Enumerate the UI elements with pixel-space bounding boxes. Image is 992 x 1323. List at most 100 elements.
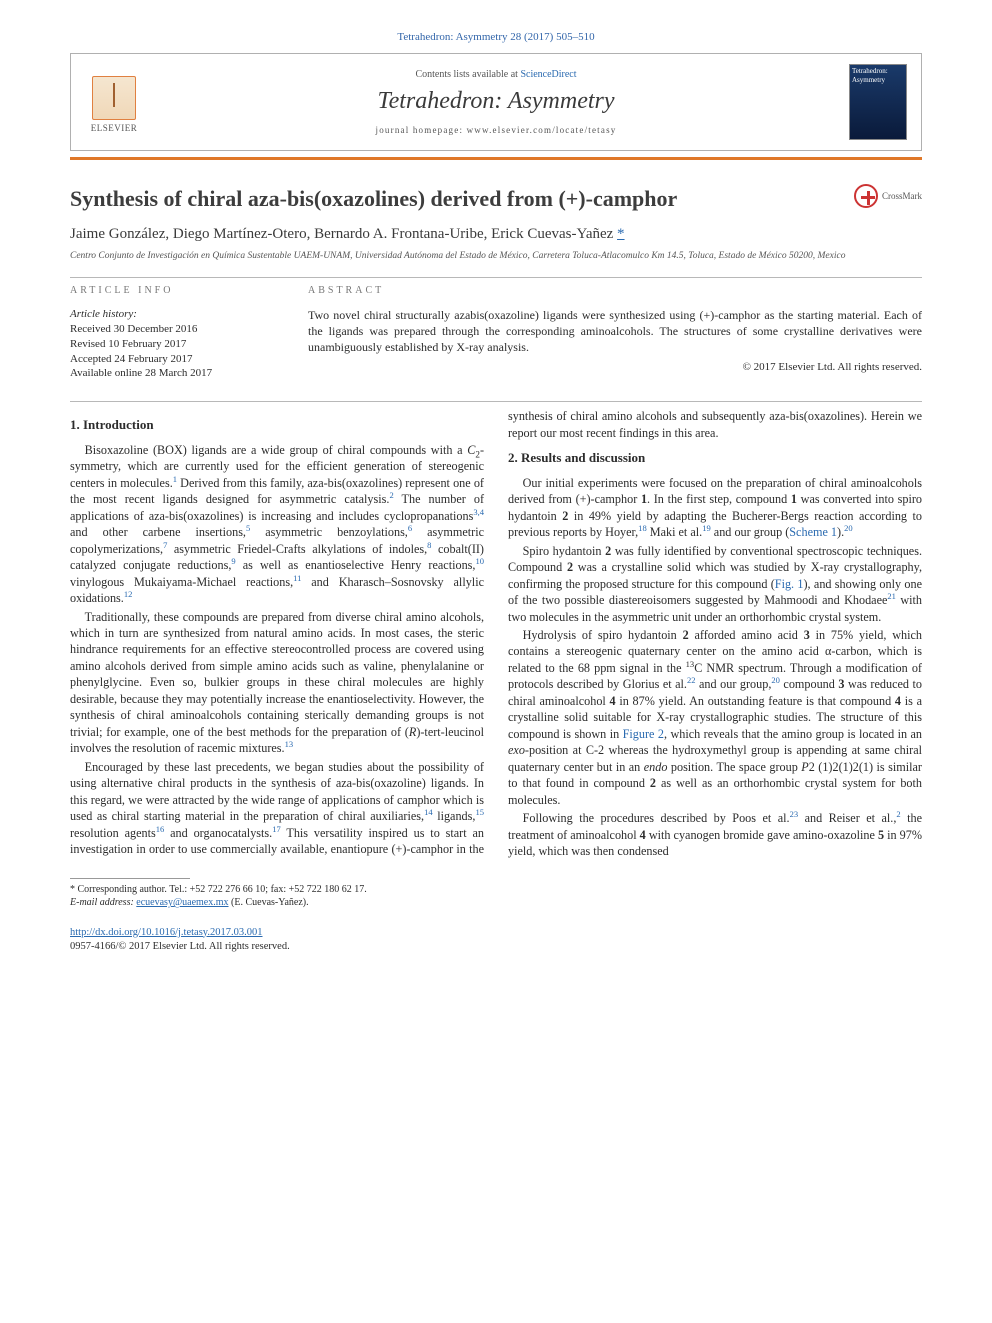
s2-para-4: Following the procedures described by Po… (508, 810, 922, 859)
t: ligands, (433, 809, 476, 823)
t: in 87% yield. An outstanding feature is … (616, 694, 895, 708)
endo: endo (644, 760, 668, 774)
abstract: ABSTRACT Two novel chiral structurally a… (308, 284, 922, 382)
rule-bottom (70, 401, 922, 402)
t: Traditionally, these compounds are prepa… (70, 610, 484, 739)
journal-masthead: ELSEVIER Contents lists available at Sci… (70, 53, 922, 151)
orange-divider (70, 157, 922, 160)
footnote-text-a: Corresponding author. Tel.: +52 722 276 … (75, 884, 367, 895)
contents-available: Contents lists available at ScienceDirec… (161, 68, 831, 82)
history-received: Received 30 December 2016 (70, 322, 280, 337)
abstract-copyright: © 2017 Elsevier Ltd. All rights reserved… (308, 360, 922, 375)
corresponding-email-link[interactable]: ecuevasy@uaemex.mx (136, 897, 228, 908)
t: Following the procedures described by Po… (523, 811, 790, 825)
crossmark-icon (854, 184, 878, 208)
history-label: Article history: (70, 307, 280, 322)
ref-20[interactable]: 20 (844, 523, 853, 533)
ref-10[interactable]: 10 (475, 556, 484, 566)
t: and our group, (696, 677, 772, 691)
elsevier-logo: ELSEVIER (85, 70, 143, 134)
doi-block: http://dx.doi.org/10.1016/j.tetasy.2017.… (70, 926, 922, 954)
ref-22[interactable]: 22 (687, 675, 696, 685)
t: afforded amino acid (689, 628, 804, 642)
contents-prefix: Contents lists available at (415, 69, 520, 80)
ref-13[interactable]: 13 (285, 739, 294, 749)
t: , which reveals that the amino group is … (664, 727, 922, 741)
ref-16[interactable]: 16 (156, 824, 165, 834)
t: and Reiser et al., (798, 811, 896, 825)
journal-reference: Tetrahedron: Asymmetry 28 (2017) 505–510 (70, 30, 922, 45)
ref-20b[interactable]: 20 (771, 675, 780, 685)
author-list: Jaime González, Diego Martínez-Otero, Be… (70, 224, 922, 244)
ref-34[interactable]: 3,4 (473, 507, 484, 517)
history-accepted: Accepted 24 February 2017 (70, 352, 280, 367)
history-revised: Revised 10 February 2017 (70, 337, 280, 352)
s2-para-3: Hydrolysis of spiro hydantoin 2 afforded… (508, 627, 922, 808)
body-columns: 1. Introduction Bisoxazoline (BOX) ligan… (70, 408, 922, 859)
ref-12[interactable]: 12 (124, 589, 133, 599)
crossmark-badge[interactable]: CrossMark (854, 184, 922, 208)
journal-title-b: Asymmetry (508, 88, 615, 114)
ref-19[interactable]: 19 (702, 523, 711, 533)
t: and organocatalysts. (164, 826, 272, 840)
section-2-heading: 2. Results and discussion (508, 449, 922, 467)
P-sg: P (801, 760, 808, 774)
t: compound (780, 677, 838, 691)
article-title: Synthesis of chiral aza-bis(oxazolines) … (70, 184, 842, 214)
rule-top (70, 277, 922, 278)
t: resolution agents (70, 826, 156, 840)
abstract-header: ABSTRACT (308, 284, 922, 298)
scheme-1-link[interactable]: Scheme 1 (789, 525, 837, 539)
t: asymmetric benzoylations, (250, 525, 408, 539)
fig-2-link[interactable]: Figure 2 (623, 727, 664, 741)
doi-link[interactable]: http://dx.doi.org/10.1016/j.tetasy.2017.… (70, 927, 263, 938)
exo: exo (508, 743, 525, 757)
t: position. The space group (667, 760, 801, 774)
journal-homepage: journal homepage: www.elsevier.com/locat… (161, 124, 831, 136)
footnote-separator (70, 878, 190, 879)
t: with cyanogen bromide gave amino-oxazoli… (646, 828, 878, 842)
ref-21[interactable]: 21 (887, 591, 896, 601)
t: Spiro hydantoin (523, 544, 605, 558)
article-info: ARTICLE INFO Article history: Received 3… (70, 284, 280, 382)
t: as well as enantioselective Henry reacti… (236, 558, 476, 572)
t: Encouraged by these last precedents, we … (70, 760, 484, 823)
journal-title-a: Tetrahedron: (377, 88, 507, 114)
ref-18[interactable]: 18 (638, 523, 647, 533)
ref-15[interactable]: 15 (475, 807, 484, 817)
corresponding-author-marker[interactable]: * (617, 226, 625, 242)
elsevier-label: ELSEVIER (91, 122, 138, 134)
ref-17[interactable]: 17 (272, 824, 281, 834)
s1-para-1: Bisoxazoline (BOX) ligands are a wide gr… (70, 442, 484, 607)
ref-14[interactable]: 14 (424, 807, 433, 817)
email-tail: (E. Cuevas-Yañez). (229, 897, 309, 908)
masthead-center: Contents lists available at ScienceDirec… (161, 68, 831, 136)
t: Hydrolysis of spiro hydantoin (523, 628, 683, 642)
t: Bisoxazoline (BOX) ligands are a wide gr… (85, 443, 468, 457)
s2-para-1: Our initial experiments were focused on … (508, 475, 922, 541)
elsevier-tree-icon (92, 76, 136, 120)
s2-para-2: Spiro hydantoin 2 was fully identified b… (508, 543, 922, 625)
t: vinylogous Mukaiyama-Michael reactions, (70, 575, 293, 589)
t: . In the first step, compound (647, 492, 791, 506)
section-1-heading: 1. Introduction (70, 416, 484, 434)
issn-copyright: 0957-4166/© 2017 Elsevier Ltd. All right… (70, 941, 290, 952)
cover-thumb-label: Tetrahedron: Asymmetry (850, 65, 906, 88)
t: Maki et al. (647, 525, 703, 539)
authors-names: Jaime González, Diego Martínez-Otero, Be… (70, 226, 613, 242)
crossmark-label: CrossMark (882, 190, 922, 202)
journal-title: Tetrahedron: Asymmetry (161, 85, 831, 117)
ref-23[interactable]: 23 (790, 809, 799, 819)
journal-cover-thumb: Tetrahedron: Asymmetry (849, 64, 907, 140)
t: and our group ( (711, 525, 790, 539)
abstract-text: Two novel chiral structurally azabis(oxa… (308, 307, 922, 356)
email-label: E-mail address: (70, 897, 134, 908)
sciencedirect-link[interactable]: ScienceDirect (520, 69, 576, 80)
fig-1-link[interactable]: Fig. 1 (775, 577, 804, 591)
affiliation: Centro Conjunto de Investigación en Quím… (70, 250, 922, 263)
t: and other carbene insertions, (70, 525, 246, 539)
history-online: Available online 28 March 2017 (70, 366, 280, 381)
corresponding-footnote: * Corresponding author. Tel.: +52 722 27… (70, 883, 922, 910)
article-info-header: ARTICLE INFO (70, 284, 280, 298)
c13-sup: 13 (686, 659, 695, 669)
